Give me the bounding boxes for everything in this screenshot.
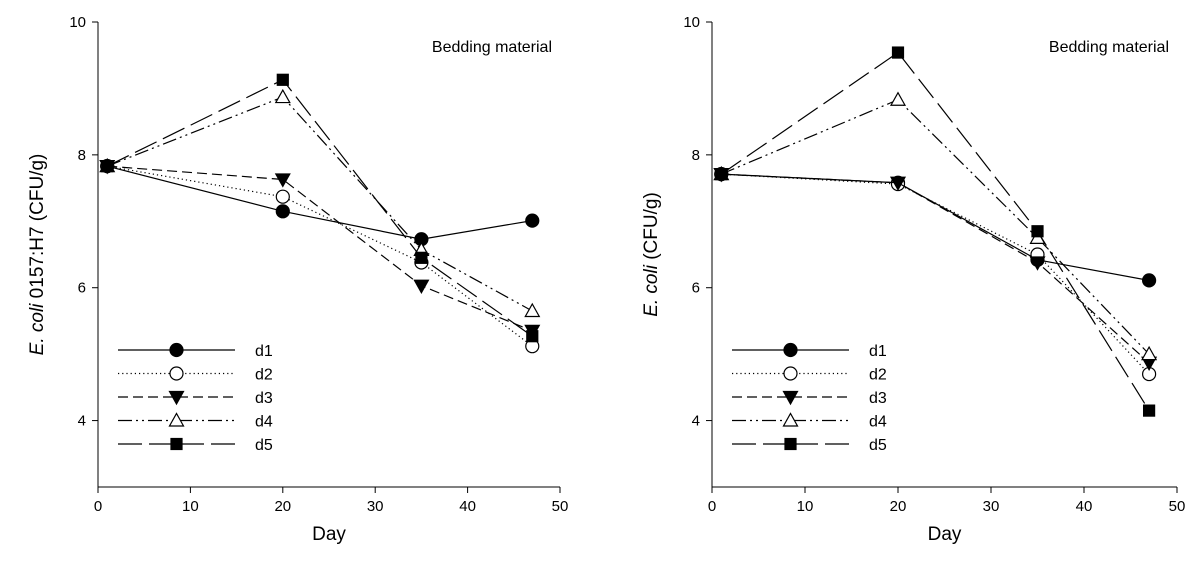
series-d3 [99,160,541,340]
y-tick-label: 4 [692,413,700,430]
y-axis-title: E. coli (CFU/g) [641,192,662,317]
legend-marker-d4 [168,412,185,427]
legend-label-d4: d4 [869,414,887,431]
x-tick-label: 20 [890,498,907,515]
series-line-d3 [107,165,533,332]
chart-panel-2: 0 10 20 30 40 50 4 6 8 10 Day E. coli (CFU/g) Beddin… [641,14,1185,545]
panel-annotation: Bedding material [432,39,552,56]
x-axis-title: Day [928,524,962,545]
y-axis-title-species: E. coli [641,264,662,317]
y-tick-label: 10 [69,14,86,31]
panel-annotation: Bedding material [1049,39,1169,56]
data-point-d5 [1031,225,1044,238]
x-tick-label: 40 [1076,498,1093,515]
series-line-d5 [106,79,533,337]
y-axis-title: E. coli 0157:H7 (CFU/g) [27,154,48,356]
legend-marker-d5 [784,437,797,451]
data-point-d4 [274,88,291,104]
legend-label-d3: d3 [255,390,273,407]
series-line-d2 [107,165,533,347]
legend-label-d1: d1 [869,343,887,360]
x-axis-title: Day [312,524,346,545]
x-tick-label: 50 [552,498,569,515]
y-tick-label: 6 [692,280,700,297]
series-d5 [715,46,1156,417]
data-point-d5 [276,73,289,86]
legend: d1 d2 d3 d4 d5 [732,342,887,454]
series-line-d1 [721,173,1150,281]
legend-marker-d1 [169,342,184,358]
series-line-d4 [107,96,533,312]
data-point-d3 [413,279,430,294]
x-tick-label: 10 [797,498,814,515]
legend-label-d1: d1 [255,343,273,360]
x-tick-label: 50 [1169,498,1186,515]
legend-label-d3: d3 [869,390,887,407]
series-line-d3 [721,173,1150,364]
data-point-d3 [889,176,907,191]
legend-label-d2: d2 [255,367,273,384]
series-d1 [100,159,540,247]
legend-marker-d3 [168,390,185,406]
data-point-d3 [274,173,291,188]
series-d2 [714,167,1157,382]
data-point-d5 [101,160,114,173]
x-tick-label: 0 [708,498,716,515]
y-tick-label: 8 [692,147,700,164]
x-tick-label: 30 [367,498,384,515]
data-point-d1 [275,204,290,219]
series-d1 [714,167,1157,288]
legend-marker-d2 [169,366,184,381]
data-point-d4 [889,91,907,106]
data-point-d4 [1141,345,1158,361]
x-tick-label: 30 [983,498,1000,515]
data-point-d1 [525,213,540,228]
legend: d1 d2 d3 d4 d5 [118,342,273,454]
legend-marker-d5 [170,437,183,451]
x-tick-label: 20 [274,498,291,515]
chart-panel-1: 0 10 20 30 40 50 4 6 8 10 Day E. coli 0157:H7 (CFU/… [27,14,568,545]
data-point-d5 [415,251,428,264]
y-tick-label: 10 [683,14,700,31]
data-point-d2 [275,189,290,204]
data-point-d5 [1142,404,1156,417]
data-point-d5 [891,46,905,59]
y-tick-label: 6 [78,280,86,297]
data-point-d1 [1141,273,1157,288]
y-tick-label: 8 [78,147,86,164]
y-tick-label: 4 [78,413,86,430]
series-line-d4 [721,99,1150,355]
series-line-d1 [107,165,533,240]
y-axis-title-unit: 0157:H7 (CFU/g) [27,154,48,304]
legend-marker-d3 [782,390,799,406]
x-tick-label: 10 [182,498,199,515]
data-point-d4 [524,302,541,318]
x-tick-label: 40 [459,498,476,515]
legend-label-d2: d2 [869,367,887,384]
legend-marker-d2 [783,366,798,381]
series-line-d2 [721,173,1150,375]
legend-marker-d1 [783,342,798,358]
legend-marker-d4 [782,412,799,427]
data-point-d3 [1029,256,1046,271]
series-d2 [100,159,540,354]
legend-label-d5: d5 [255,437,273,454]
y-axis-title-species: E. coli [27,303,48,356]
legend-label-d5: d5 [869,437,887,454]
data-point-d5 [526,330,539,343]
x-tick-label: 0 [94,498,102,515]
data-point-d5 [715,168,728,181]
legend-label-d4: d4 [255,414,273,431]
series-line-d5 [720,51,1150,411]
series-d4 [99,88,541,318]
y-axis-title-unit: (CFU/g) [641,192,662,265]
series-d5 [101,73,539,343]
